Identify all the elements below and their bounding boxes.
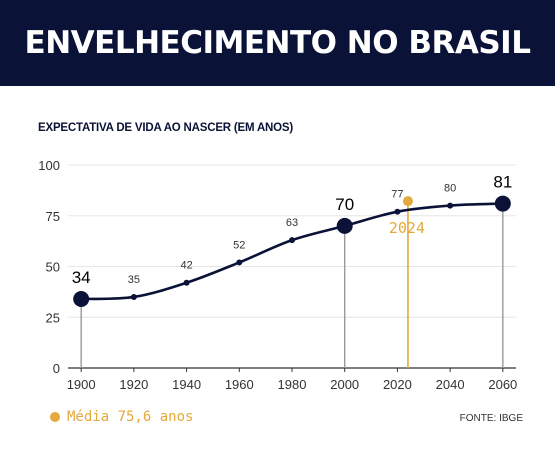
highlight-point: [73, 290, 90, 307]
x-tick-label: 2060: [488, 377, 517, 392]
marker-label: 2024: [389, 219, 425, 237]
legend: Média 75,6 anos: [50, 408, 193, 426]
source-credit: FONTE: IBGE: [459, 413, 523, 424]
page-title: ENVELHECIMENTO NO BRASIL: [24, 25, 531, 61]
x-tick-label: 1920: [119, 377, 148, 392]
x-tick-label: 1980: [278, 377, 307, 392]
data-point: [289, 237, 295, 244]
data-point: [447, 202, 454, 209]
y-tick-label: 50: [46, 260, 60, 275]
x-tick-label: 2000: [330, 377, 359, 392]
y-tick-label: 75: [46, 209, 60, 224]
data-point: [183, 279, 190, 286]
legend-dot-icon: [50, 412, 60, 422]
data-point: [236, 259, 243, 266]
x-tick-label: 2020: [383, 377, 412, 392]
y-tick-label: 100: [38, 158, 60, 173]
y-tick-label: 0: [53, 361, 60, 376]
header-banner: ENVELHECIMENTO NO BRASIL: [0, 0, 555, 86]
marker-point: [402, 196, 413, 207]
highlight-point: [494, 195, 511, 212]
data-label: 63: [286, 217, 298, 229]
legend-label: Média 75,6 anos: [67, 409, 194, 425]
data-label: 81: [493, 173, 512, 192]
data-label: 42: [180, 260, 192, 272]
data-point: [130, 293, 137, 300]
data-label: 70: [335, 195, 354, 214]
data-point: [394, 208, 401, 215]
x-tick-label: 2040: [436, 377, 465, 392]
highlight-point: [336, 217, 353, 234]
y-tick-label: 25: [46, 310, 60, 325]
data-label: 80: [444, 183, 456, 195]
x-tick-label: 1940: [172, 377, 201, 392]
data-label: 52: [233, 239, 245, 251]
data-label: 34: [72, 268, 91, 287]
x-tick-label: 1960: [225, 377, 254, 392]
chart-title: EXPECTATIVA DE VIDA AO NASCER (EM ANOS): [38, 122, 294, 134]
data-label: 35: [128, 274, 140, 286]
data-label: 77: [391, 189, 403, 201]
x-tick-label: 1900: [67, 377, 96, 392]
